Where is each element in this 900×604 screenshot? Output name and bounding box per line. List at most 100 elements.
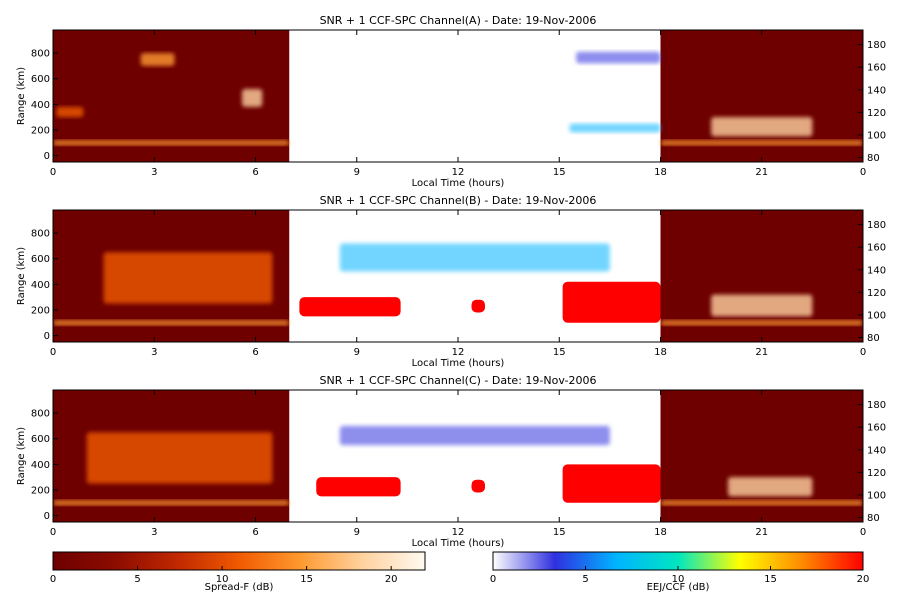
x-tick-label: 3 — [151, 527, 157, 538]
y-right-tick-label: 180 — [867, 400, 886, 411]
x-tick-label: 6 — [252, 167, 258, 178]
echo-feature-8 — [576, 51, 661, 64]
x-tick-label: 15 — [553, 167, 566, 178]
echo-feature-4 — [660, 500, 863, 506]
y-right-tick-label: 160 — [867, 423, 886, 434]
x-tick-label: 0 — [860, 527, 866, 538]
echo-feature-2 — [53, 140, 290, 146]
colorbar-tick-label: 0 — [490, 574, 496, 585]
y-right-tick-label: 140 — [867, 85, 886, 96]
colorbar-tick-label: 10 — [672, 574, 685, 585]
x-tick-label: 12 — [452, 167, 465, 178]
y-axis-label: Range (km) — [16, 427, 27, 485]
colorbar-tick-label: 10 — [216, 574, 229, 585]
echo-feature-1 — [86, 432, 273, 484]
y-tick-label: 200 — [31, 125, 50, 136]
echo-feature-8 — [339, 425, 610, 446]
x-axis-label: Local Time (hours) — [412, 178, 505, 189]
x-tick-label: 12 — [452, 527, 465, 538]
y-tick-label: 600 — [31, 74, 50, 85]
y-right-tick-label: 180 — [867, 220, 886, 231]
echo-feature-5 — [711, 117, 813, 137]
echo-feature-3 — [140, 53, 175, 66]
colorbars: 0 5 10 15 20 Spread-F (dB) 0 5 10 15 20 EEJ/CCF (dB… — [50, 551, 870, 593]
chart-panel-2: SNR + 1 CCF-SPC Channel(B) - Date: 19-No… — [16, 194, 886, 369]
echo-feature-7 — [569, 123, 661, 133]
y-tick-label: 400 — [31, 280, 50, 291]
echo-feature-1 — [56, 106, 84, 118]
y-right-tick-label: 160 — [867, 63, 886, 74]
colorbar-tick-label: 15 — [300, 574, 313, 585]
echo-feature-1 — [103, 252, 273, 304]
echo-feature-2 — [53, 320, 290, 326]
x-tick-label: 18 — [654, 527, 667, 538]
x-tick-label: 9 — [354, 347, 360, 358]
y-tick-label: 0 — [44, 511, 50, 522]
x-tick-label: 6 — [252, 347, 258, 358]
x-tick-label: 18 — [654, 347, 667, 358]
y-right-tick-label: 120 — [867, 288, 886, 299]
x-tick-label: 21 — [755, 527, 768, 538]
y-axis-label: Range (km) — [16, 247, 27, 305]
y-tick-label: 400 — [31, 460, 50, 471]
echo-feature-6 — [471, 299, 485, 313]
colorbar-tick-label: 0 — [50, 574, 56, 585]
y-right-tick-label: 80 — [867, 333, 880, 344]
echo-feature-4 — [660, 320, 863, 326]
x-tick-label: 0 — [860, 347, 866, 358]
x-tick-label: 12 — [452, 347, 465, 358]
y-right-tick-label: 100 — [867, 310, 886, 321]
chart-title: SNR + 1 CCF-SPC Channel(A) - Date: 19-No… — [320, 14, 597, 27]
colorbar-tick-label: 20 — [857, 574, 870, 585]
y-right-tick-label: 80 — [867, 513, 880, 524]
chart-title: SNR + 1 CCF-SPC Channel(C) - Date: 19-No… — [320, 374, 597, 387]
y-right-tick-label: 80 — [867, 153, 880, 164]
y-tick-label: 800 — [31, 409, 50, 420]
x-tick-label: 15 — [553, 347, 566, 358]
colorbar-tick-label: 5 — [134, 574, 140, 585]
x-tick-label: 21 — [755, 167, 768, 178]
chart-panel-1: SNR + 1 CCF-SPC Channel(A) - Date: 19-No… — [16, 14, 886, 189]
x-tick-label: 0 — [50, 347, 56, 358]
x-tick-label: 3 — [151, 167, 157, 178]
colorbar-tick-label: 15 — [764, 574, 777, 585]
colorbar-tick-label: 20 — [385, 574, 398, 585]
echo-feature-2 — [53, 500, 290, 506]
echo-feature-8 — [339, 243, 610, 272]
colorbar-gradient — [52, 551, 426, 571]
x-tick-label: 6 — [252, 527, 258, 538]
colorbar-label: Spread-F (dB) — [205, 582, 274, 593]
x-tick-label: 15 — [553, 527, 566, 538]
x-tick-label: 21 — [755, 347, 768, 358]
y-right-tick-label: 120 — [867, 108, 886, 119]
y-tick-label: 400 — [31, 100, 50, 111]
chart-title: SNR + 1 CCF-SPC Channel(B) - Date: 19-No… — [320, 194, 597, 207]
x-tick-label: 9 — [354, 167, 360, 178]
colorbar-1: 0 5 10 15 20 Spread-F (dB) — [50, 551, 426, 593]
colorbar-label: EEJ/CCF (dB) — [647, 582, 710, 593]
echo-feature-3 — [711, 294, 813, 317]
y-tick-label: 200 — [31, 485, 50, 496]
echo-feature-5 — [299, 297, 401, 317]
x-tick-label: 0 — [50, 167, 56, 178]
chart-panel-3: SNR + 1 CCF-SPC Channel(C) - Date: 19-No… — [16, 374, 886, 549]
colorbar-2: 0 5 10 15 20 EEJ/CCF (dB) — [490, 551, 870, 593]
x-tick-label: 9 — [354, 527, 360, 538]
y-right-tick-label: 100 — [867, 130, 886, 141]
y-tick-label: 0 — [44, 151, 50, 162]
x-tick-label: 3 — [151, 347, 157, 358]
y-tick-label: 600 — [31, 434, 50, 445]
x-tick-label: 18 — [654, 167, 667, 178]
x-axis-label: Local Time (hours) — [412, 358, 505, 369]
echo-feature-5 — [316, 477, 401, 497]
echo-feature-6 — [660, 140, 863, 146]
y-tick-label: 0 — [44, 331, 50, 342]
day-background — [289, 30, 661, 162]
echo-feature-6 — [471, 479, 485, 493]
y-right-tick-label: 180 — [867, 40, 886, 51]
y-right-tick-label: 100 — [867, 490, 886, 501]
echo-feature-7 — [562, 281, 661, 323]
y-axis-label: Range (km) — [16, 67, 27, 125]
y-right-tick-label: 140 — [867, 445, 886, 456]
y-right-tick-label: 160 — [867, 243, 886, 254]
